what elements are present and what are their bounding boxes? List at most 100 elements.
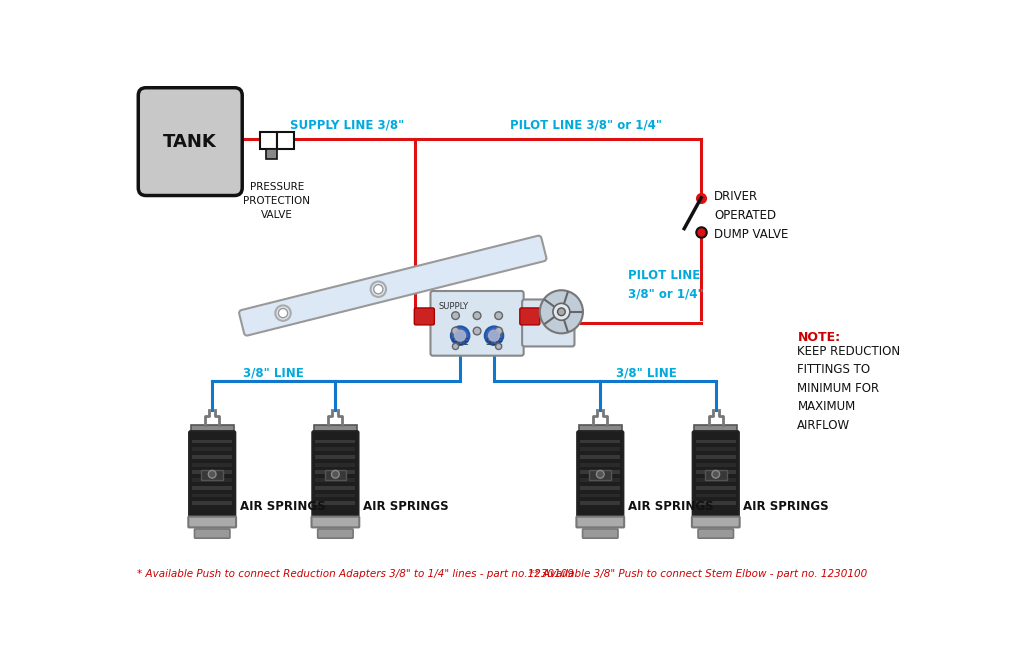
Bar — [579, 439, 620, 443]
Bar — [695, 439, 735, 443]
FancyBboxPatch shape — [576, 517, 624, 527]
Text: AIR SPRINGS: AIR SPRINGS — [240, 500, 326, 513]
Circle shape — [488, 330, 498, 341]
FancyBboxPatch shape — [139, 88, 242, 196]
Circle shape — [451, 327, 459, 335]
FancyBboxPatch shape — [522, 300, 574, 347]
Bar — [315, 470, 355, 474]
Bar — [695, 478, 735, 482]
Bar — [266, 149, 277, 158]
Bar — [192, 439, 232, 443]
FancyBboxPatch shape — [692, 517, 739, 527]
Text: SUPPLY LINE 3/8": SUPPLY LINE 3/8" — [289, 118, 403, 131]
Bar — [190, 425, 234, 433]
Bar — [579, 486, 620, 490]
Bar — [192, 486, 232, 490]
Circle shape — [451, 312, 459, 320]
Circle shape — [208, 470, 215, 478]
Circle shape — [494, 312, 502, 320]
Text: SIDE: SIDE — [451, 338, 468, 347]
FancyBboxPatch shape — [189, 431, 235, 517]
Circle shape — [275, 305, 290, 321]
Circle shape — [495, 343, 501, 349]
Circle shape — [370, 281, 385, 297]
Bar — [579, 470, 620, 474]
Bar — [315, 494, 355, 497]
Bar — [192, 463, 232, 466]
Bar — [579, 478, 620, 482]
Bar — [192, 494, 232, 497]
Bar — [315, 501, 355, 505]
Circle shape — [711, 470, 719, 478]
Bar — [315, 478, 355, 482]
Bar — [695, 455, 735, 459]
Bar — [578, 425, 621, 433]
Bar — [579, 455, 620, 459]
Bar — [695, 501, 735, 505]
Bar — [579, 494, 620, 497]
Text: PRESSURE
PROTECTION
VALVE: PRESSURE PROTECTION VALVE — [243, 182, 310, 220]
Circle shape — [539, 290, 582, 334]
Bar — [315, 486, 355, 490]
Bar — [705, 470, 726, 481]
Text: NOTE:: NOTE: — [797, 331, 840, 344]
Bar — [201, 470, 222, 481]
Circle shape — [454, 330, 465, 341]
FancyBboxPatch shape — [692, 431, 738, 517]
FancyBboxPatch shape — [576, 431, 623, 517]
FancyBboxPatch shape — [239, 235, 546, 336]
Circle shape — [494, 327, 502, 335]
FancyBboxPatch shape — [194, 529, 229, 538]
FancyBboxPatch shape — [698, 529, 733, 538]
Bar — [325, 470, 346, 481]
Bar — [695, 494, 735, 497]
Text: TANK: TANK — [163, 133, 217, 150]
Text: PILOT LINE 3/8" or 1/4": PILOT LINE 3/8" or 1/4" — [510, 118, 661, 131]
FancyBboxPatch shape — [312, 431, 358, 517]
Text: DRIVER
OPERATED
DUMP VALVE: DRIVER OPERATED DUMP VALVE — [714, 190, 788, 241]
Circle shape — [451, 326, 469, 345]
Circle shape — [595, 470, 604, 478]
Bar — [260, 132, 277, 149]
Bar — [695, 447, 735, 451]
Text: AIR SPRINGS: AIR SPRINGS — [743, 500, 828, 513]
Text: KEEP REDUCTION
FITTINGS TO
MINIMUM FOR
MAXIMUM
AIRFLOW: KEEP REDUCTION FITTINGS TO MINIMUM FOR M… — [797, 345, 900, 432]
Circle shape — [332, 470, 339, 478]
Bar — [579, 463, 620, 466]
Circle shape — [473, 312, 480, 320]
FancyBboxPatch shape — [520, 308, 539, 325]
Bar — [315, 455, 355, 459]
Bar — [695, 463, 735, 466]
Text: SIDE: SIDE — [484, 338, 502, 347]
Bar — [277, 132, 293, 149]
Text: SUPPLY: SUPPLY — [439, 302, 469, 311]
Bar — [192, 455, 232, 459]
Circle shape — [552, 303, 569, 320]
FancyBboxPatch shape — [317, 529, 353, 538]
Circle shape — [473, 327, 480, 335]
Circle shape — [278, 309, 287, 318]
Bar — [313, 425, 357, 433]
Bar — [579, 447, 620, 451]
Circle shape — [452, 343, 458, 349]
Bar — [315, 439, 355, 443]
Text: 3/8" LINE: 3/8" LINE — [243, 366, 303, 379]
Bar — [192, 470, 232, 474]
Bar — [695, 486, 735, 490]
Bar — [694, 425, 737, 433]
Circle shape — [557, 308, 565, 316]
Text: 3/8" LINE: 3/8" LINE — [616, 366, 676, 379]
Bar — [579, 501, 620, 505]
FancyBboxPatch shape — [430, 291, 523, 356]
Text: AIR SPRINGS: AIR SPRINGS — [628, 500, 713, 513]
Text: * Available Push to connect Reduction Adapters 3/8" to 1/4" lines - part no.1230: * Available Push to connect Reduction Ad… — [136, 568, 573, 579]
Bar — [588, 470, 611, 481]
FancyBboxPatch shape — [582, 529, 618, 538]
Text: PILOT LINE
3/8" or 1/4": PILOT LINE 3/8" or 1/4" — [628, 269, 703, 300]
FancyBboxPatch shape — [413, 308, 434, 325]
Circle shape — [373, 284, 382, 294]
FancyBboxPatch shape — [188, 517, 236, 527]
Bar — [315, 447, 355, 451]
Bar — [695, 470, 735, 474]
Circle shape — [484, 326, 502, 345]
